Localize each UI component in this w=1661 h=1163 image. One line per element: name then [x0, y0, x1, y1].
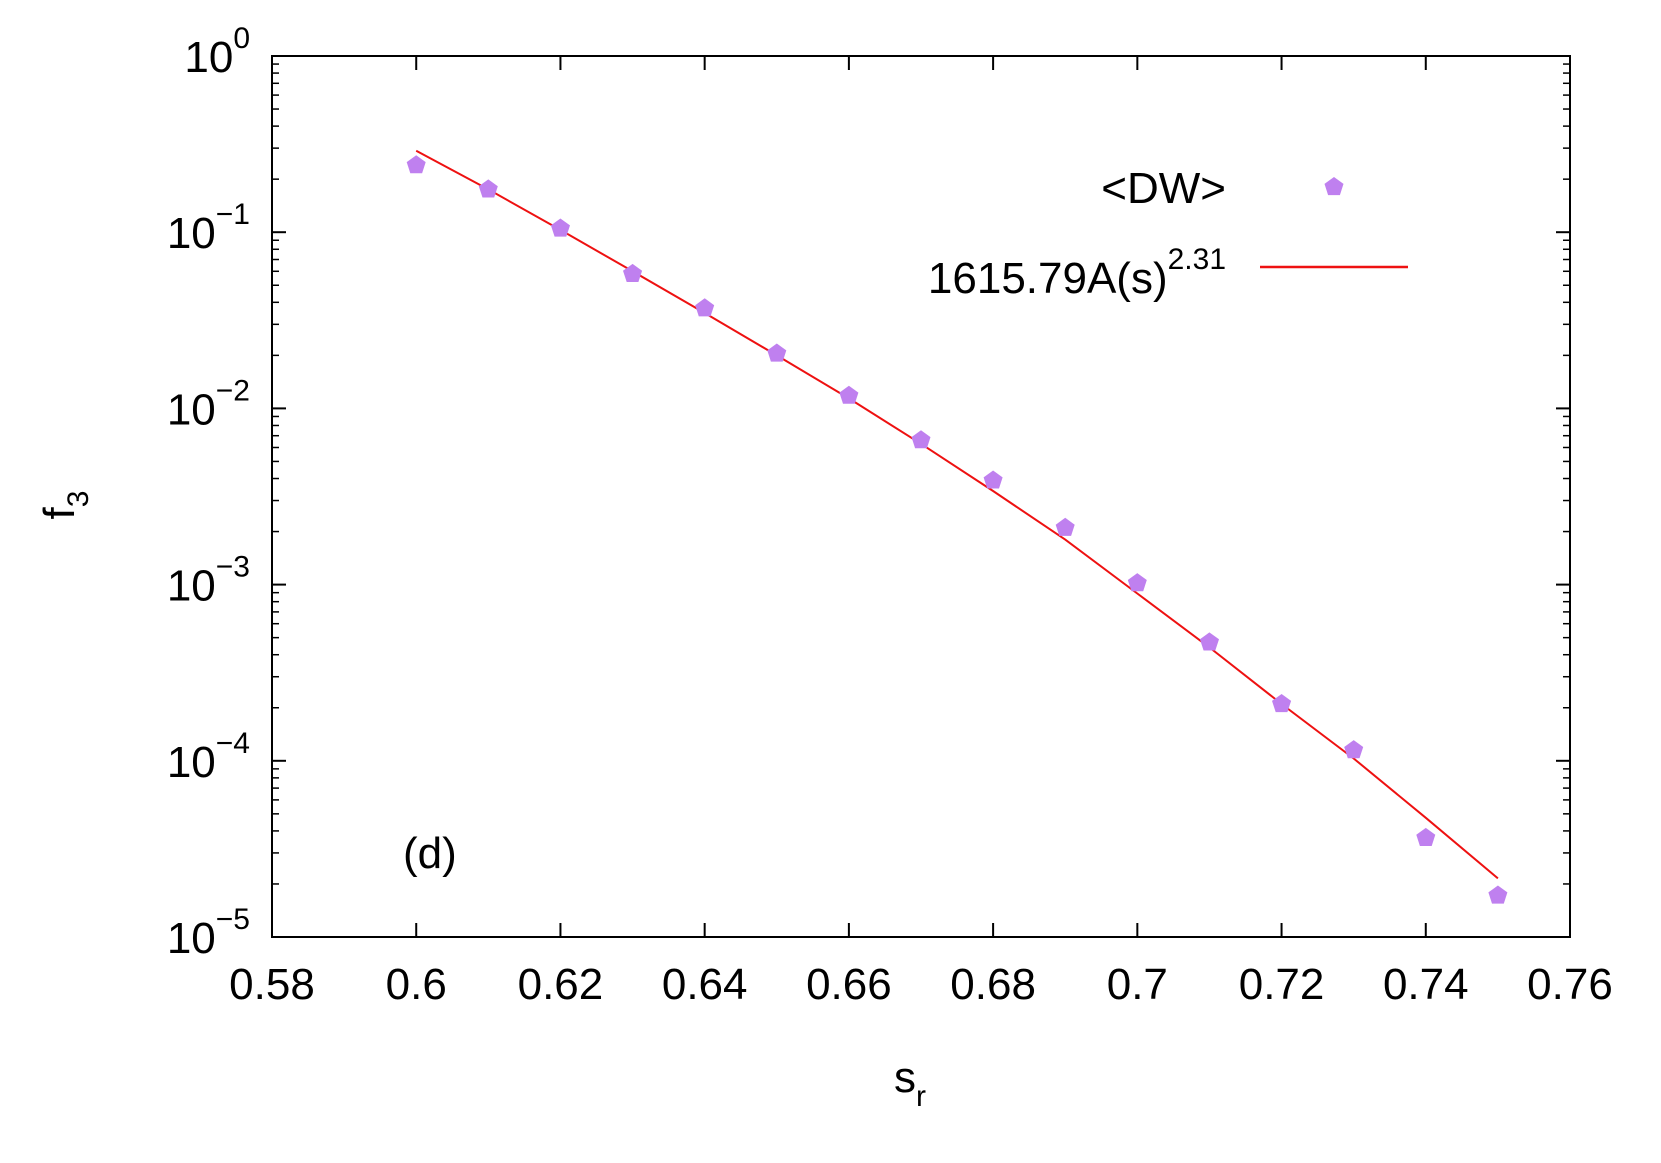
data-point [1272, 694, 1292, 713]
data-point [1199, 632, 1219, 651]
data-point [1416, 827, 1436, 846]
x-axis-label-base: s [894, 1053, 916, 1102]
x-tick-label: 0.68 [950, 960, 1036, 1009]
legend: <DW> 1615.79A(s)2.31 [928, 164, 1408, 303]
plot-frame [271, 55, 1571, 938]
y-tick-label: 100 [184, 22, 250, 82]
legend-entry-fit-exponent: 2.31 [1168, 243, 1226, 276]
data-point [911, 430, 931, 449]
y-axis-label-subscript: 3 [62, 491, 95, 508]
panel-annotation: (d) [403, 829, 457, 878]
legend-entry-fit-base: 1615.79A(s) [928, 254, 1168, 303]
x-tick-label: 0.76 [1527, 960, 1613, 1009]
data-point [839, 385, 859, 404]
x-tick-label: 0.7 [1107, 960, 1168, 1009]
x-tick-label: 0.66 [806, 960, 892, 1009]
legend-entry-dw-label: <DW> [1101, 164, 1226, 213]
y-tick-label: 10−1 [167, 198, 250, 258]
legend-entry-dw-marker [1324, 177, 1344, 196]
x-tick-label: 0.74 [1383, 960, 1469, 1009]
data-point [478, 179, 498, 198]
legend-entry-fit-label: 1615.79A(s)2.31 [928, 243, 1226, 303]
data-point [406, 155, 426, 174]
x-axis-label: sr [894, 1053, 926, 1113]
x-axis-ticks: 0.58 0.6 0.62 0.64 0.66 0.68 0.7 0.72 0.74 0.76 [229, 56, 1613, 1009]
plot-frame-group [271, 55, 1571, 938]
x-tick-label: 0.64 [662, 960, 748, 1009]
data-point [1055, 517, 1075, 536]
y-tick-label: 10−5 [167, 903, 250, 963]
data-point [767, 343, 787, 362]
data-point [1488, 885, 1508, 904]
x-tick-label: 0.6 [386, 960, 447, 1009]
y-axis-label: f3 [35, 491, 95, 520]
series-layer [406, 149, 1508, 904]
data-point [1127, 573, 1147, 592]
data-point [550, 218, 570, 237]
data-point [983, 470, 1003, 489]
y-axis-label-base: f [35, 506, 84, 519]
x-tick-label: 0.62 [518, 960, 604, 1009]
x-tick-label: 0.58 [229, 960, 315, 1009]
fit-line [415, 149, 1499, 880]
data-point [1344, 740, 1364, 759]
data-point [695, 298, 715, 317]
data-point [623, 263, 643, 282]
y-tick-label: 10−2 [167, 374, 250, 434]
x-axis-label-subscript: r [916, 1080, 926, 1113]
y-tick-label: 10−4 [167, 727, 250, 787]
y-tick-label: 10−3 [167, 551, 250, 611]
x-tick-label: 0.72 [1239, 960, 1325, 1009]
legend-marker-pentagon [1324, 177, 1344, 196]
y-axis-ticks: 100 10−1 10−2 10−3 10−4 10−5 [167, 22, 1570, 963]
